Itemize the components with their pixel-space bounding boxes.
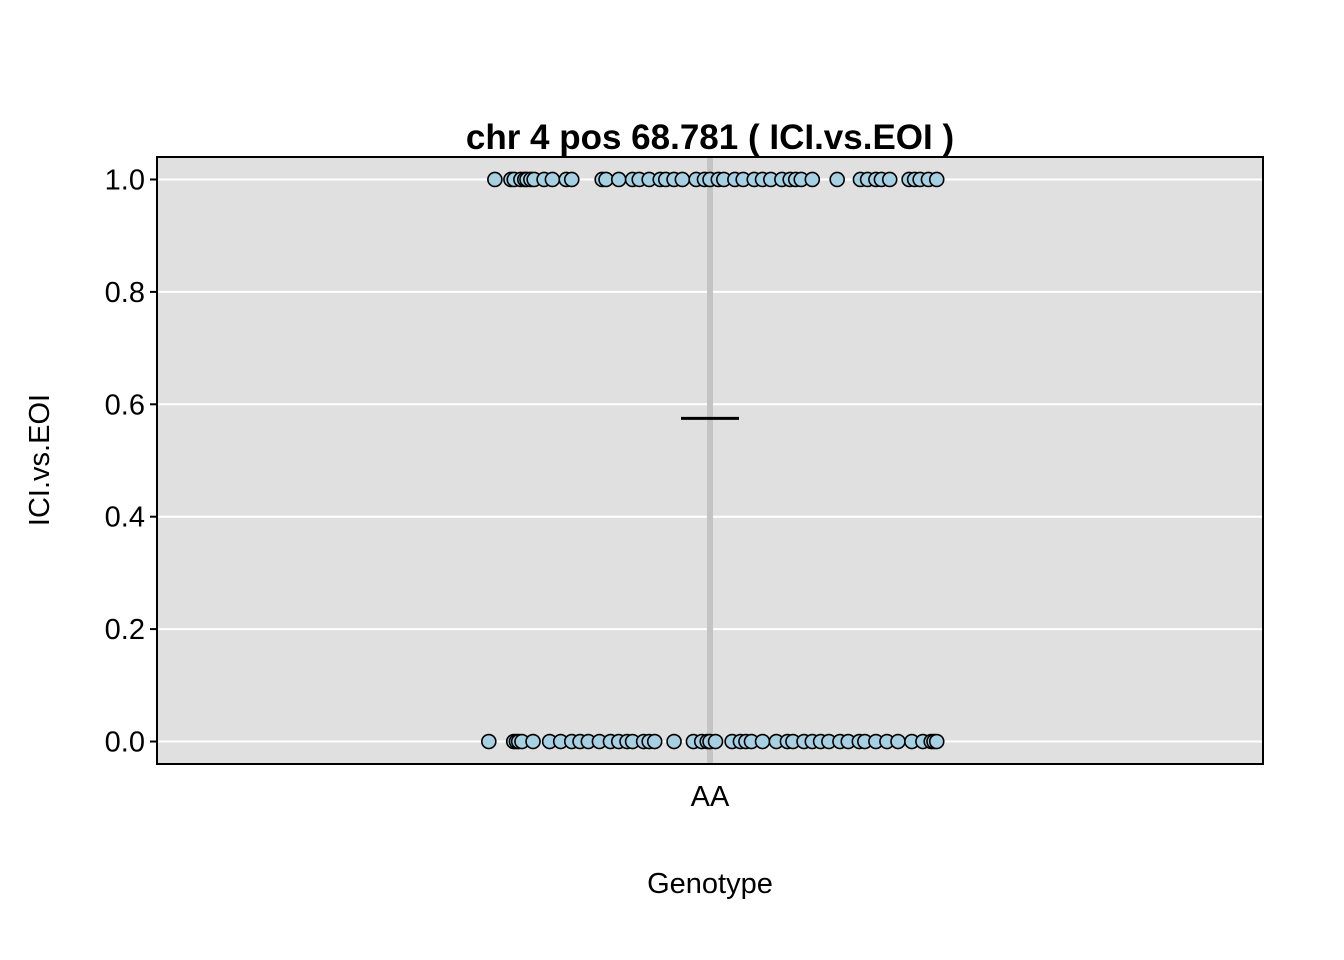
x-axis-ticks: AA: [691, 781, 730, 813]
data-point: [928, 171, 945, 188]
data-point: [881, 171, 898, 188]
data-point: [829, 171, 845, 188]
data-points: [480, 171, 945, 750]
data-point: [804, 171, 821, 188]
y-tick-label: 1.0: [105, 164, 145, 196]
y-tick-label: 0.4: [105, 502, 145, 534]
y-tick-label: 0.8: [105, 277, 145, 309]
data-point: [890, 733, 906, 750]
y-axis-title: ICI.vs.EOI: [24, 394, 56, 526]
x-axis-title: Genotype: [647, 868, 773, 900]
x-tick-label: AA: [691, 781, 730, 813]
data-point: [480, 733, 497, 750]
data-point: [666, 733, 682, 750]
data-point: [928, 733, 945, 750]
plot-border: [156, 156, 1264, 765]
y-tick-label: 0.2: [105, 614, 145, 646]
data-point: [525, 733, 541, 750]
data-point: [544, 171, 561, 188]
chart-title: chr 4 pos 68.781 ( ICI.vs.EOI ): [466, 118, 954, 157]
data-point: [707, 733, 724, 750]
data-point: [563, 171, 580, 188]
data-point: [754, 733, 771, 750]
y-tick-label: 0.6: [105, 389, 145, 421]
data-point: [674, 171, 691, 188]
data-point: [610, 171, 627, 188]
data-point: [646, 733, 663, 750]
y-tick-label: 0.0: [105, 727, 145, 759]
data-point: [598, 171, 614, 188]
y-axis-ticks: 0.0 0.2 0.4 0.6 0.8 1.0: [105, 164, 157, 759]
data-point: [487, 171, 503, 188]
